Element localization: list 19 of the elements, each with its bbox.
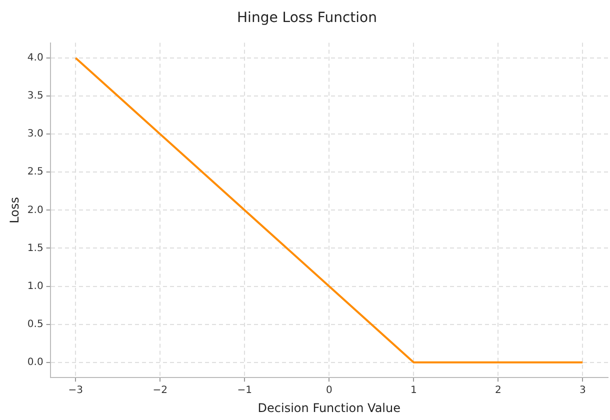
y-tick-label: 2.5 [27,166,44,178]
y-tick-label: 2.0 [27,204,44,216]
x-tick-label: −1 [237,385,252,396]
x-tick-label: 0 [326,385,332,396]
x-tick-label: −3 [68,385,84,396]
x-axis-title: Decision Function Value [258,400,401,415]
y-tick-label: 0.5 [27,318,44,330]
y-tick-label: 1.0 [27,280,44,292]
chart-title: Hinge Loss Function [237,10,377,26]
y-tick-label: 3.0 [27,128,44,140]
x-tick-label: 1 [410,385,417,396]
y-tick-label: 3.5 [27,90,44,102]
x-tick-label: 3 [579,385,586,396]
x-tick-label: −2 [152,385,168,396]
y-tick-label: 1.5 [27,242,44,254]
x-tick-label: 2 [494,385,502,396]
y-tick-label: 0.0 [27,356,44,368]
y-axis-title: Loss [7,197,22,224]
y-tick-label: 4.0 [27,52,44,64]
